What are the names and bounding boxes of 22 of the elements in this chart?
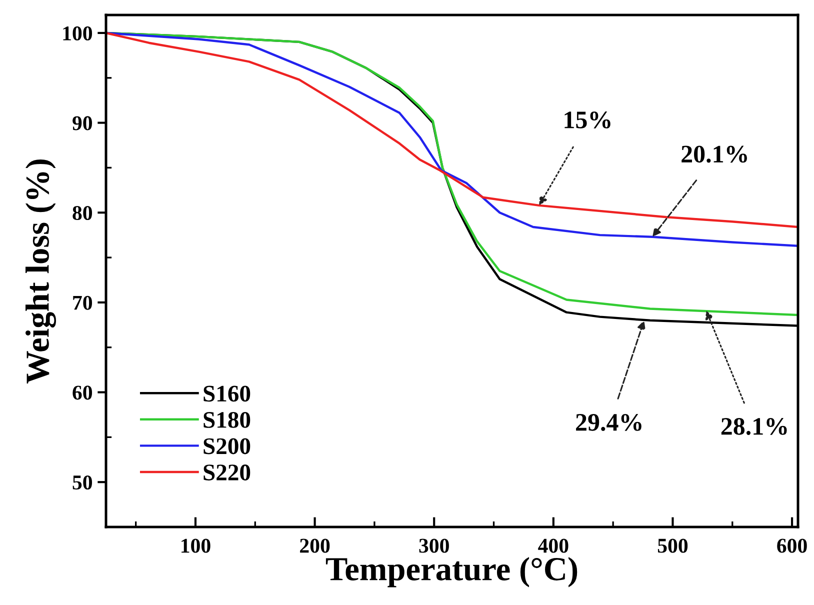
y-tick-label: 70 bbox=[73, 296, 92, 310]
y-tick-label: 60 bbox=[72, 386, 92, 400]
x-tick-label: 400 bbox=[538, 538, 568, 553]
x-tick-label: 100 bbox=[182, 538, 210, 553]
y-axis-title: Weight loss (%) bbox=[26, 159, 56, 384]
x-tick-label: 200 bbox=[300, 538, 330, 553]
x-tick-label: 500 bbox=[658, 538, 688, 553]
y-tick-label: 50 bbox=[72, 475, 92, 490]
legend-label: S180 bbox=[204, 412, 250, 428]
y-tick-label: 80 bbox=[72, 206, 92, 220]
annotation: 29.4% bbox=[576, 414, 642, 431]
annotation: 28.1% bbox=[721, 418, 787, 435]
y-tick-label: 90 bbox=[72, 116, 92, 130]
y-tick-label: 100 bbox=[63, 26, 92, 40]
legend-label: S220 bbox=[204, 464, 250, 480]
x-axis-title: Temperature (°C) bbox=[326, 557, 578, 588]
annotation: 20.1% bbox=[682, 146, 747, 163]
x-tick-label: 600 bbox=[777, 538, 807, 553]
legend-label: S160 bbox=[204, 386, 250, 402]
annotation: 15% bbox=[564, 111, 610, 128]
legend-label: S200 bbox=[204, 438, 250, 454]
x-tick-label: 300 bbox=[419, 538, 449, 553]
